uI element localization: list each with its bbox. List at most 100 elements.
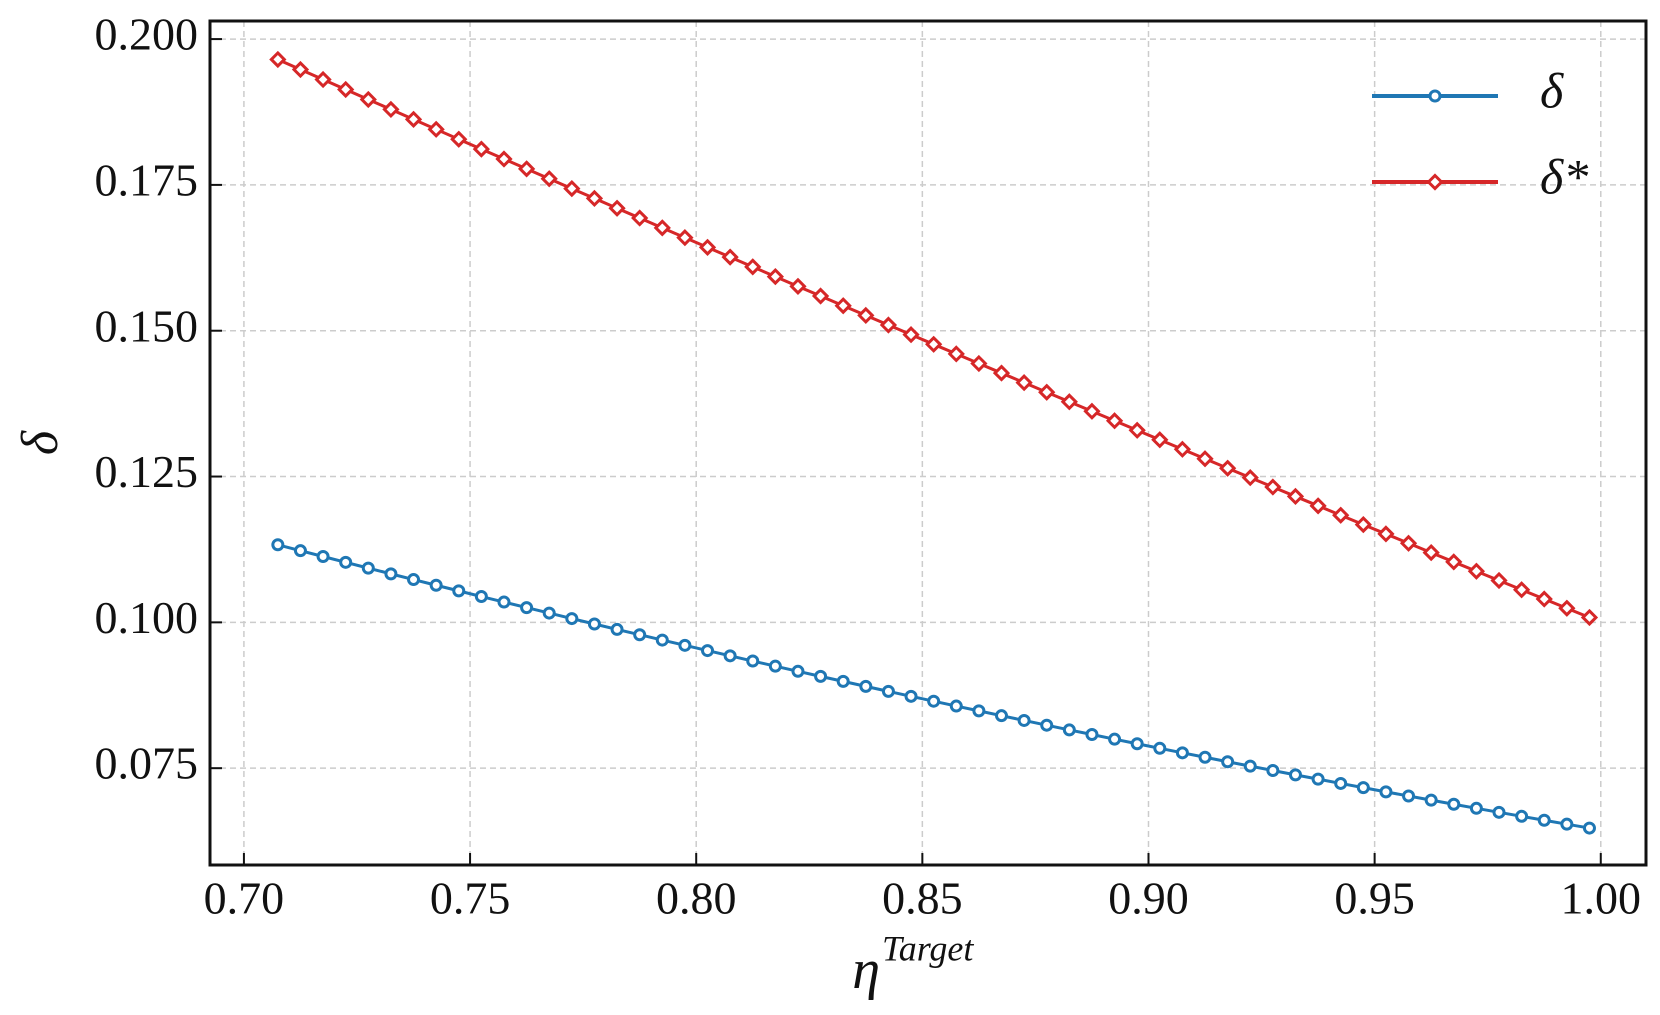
point xyxy=(1243,759,1257,773)
point xyxy=(1356,781,1370,795)
x-axis-label-superscript: Target xyxy=(882,928,974,968)
point xyxy=(904,689,918,703)
point xyxy=(631,209,649,227)
point xyxy=(834,297,852,315)
point xyxy=(404,110,423,128)
point xyxy=(608,199,626,217)
point xyxy=(879,316,898,334)
point xyxy=(1288,768,1302,782)
point xyxy=(1469,801,1483,815)
point xyxy=(1537,813,1551,827)
point xyxy=(1467,562,1486,580)
point xyxy=(701,644,715,658)
point xyxy=(698,238,717,256)
legend-marker xyxy=(1426,173,1444,191)
point xyxy=(1286,487,1305,506)
point xyxy=(1447,797,1461,811)
point xyxy=(1105,412,1124,430)
point xyxy=(1515,809,1529,823)
x-axis-label: η xyxy=(852,939,880,1001)
x-tick-label: 0.85 xyxy=(882,873,963,924)
point xyxy=(947,345,965,363)
y-tick-label: 0.200 xyxy=(95,9,199,60)
x-tick-label: 0.80 xyxy=(656,873,737,924)
point xyxy=(361,561,375,575)
point xyxy=(269,50,287,69)
point xyxy=(857,306,875,325)
point xyxy=(293,544,307,558)
point xyxy=(1198,750,1212,764)
y-tick-label: 0.100 xyxy=(95,592,199,643)
y-tick-label: 0.150 xyxy=(95,300,199,351)
point xyxy=(791,664,805,678)
point xyxy=(1196,450,1214,468)
point xyxy=(1424,793,1438,807)
point xyxy=(472,140,490,158)
point xyxy=(1173,440,1192,458)
point xyxy=(1038,383,1056,401)
point xyxy=(520,601,534,615)
point xyxy=(766,267,784,286)
point xyxy=(474,590,488,604)
point xyxy=(1108,732,1122,746)
point xyxy=(972,704,986,718)
point xyxy=(746,654,760,668)
point xyxy=(610,622,624,636)
point xyxy=(1582,821,1596,835)
point xyxy=(789,277,807,295)
x-tick-label: 0.70 xyxy=(204,873,285,924)
y-tick-label: 0.075 xyxy=(95,738,199,789)
point xyxy=(723,649,737,663)
x-tick-label: 0.75 xyxy=(430,873,511,924)
point xyxy=(1309,497,1327,515)
point xyxy=(427,120,445,138)
point xyxy=(1422,543,1440,562)
point xyxy=(563,179,581,198)
point xyxy=(407,573,421,587)
point xyxy=(382,100,400,119)
point xyxy=(587,617,601,631)
point xyxy=(676,229,694,247)
point xyxy=(1445,553,1463,571)
point xyxy=(1580,608,1599,627)
point xyxy=(811,287,830,305)
point xyxy=(814,669,828,683)
point xyxy=(1085,728,1099,742)
point xyxy=(927,694,941,708)
point xyxy=(1399,534,1418,552)
point xyxy=(1490,571,1508,590)
point xyxy=(970,354,988,373)
point xyxy=(994,709,1008,723)
point xyxy=(384,567,398,581)
x-tick-label: 0.95 xyxy=(1334,873,1415,924)
point xyxy=(1083,402,1101,420)
point xyxy=(565,612,579,626)
point xyxy=(744,258,762,276)
point xyxy=(1241,469,1259,487)
point xyxy=(1558,599,1576,617)
point xyxy=(497,595,511,609)
y-tick-label: 0.125 xyxy=(95,446,199,497)
point xyxy=(902,326,920,344)
point xyxy=(1513,581,1531,599)
point xyxy=(1040,718,1054,732)
point xyxy=(992,364,1011,382)
x-tick-label: 1.00 xyxy=(1561,873,1642,924)
point xyxy=(585,189,604,208)
point xyxy=(1535,590,1553,608)
point xyxy=(314,70,332,89)
point xyxy=(1130,737,1144,751)
point xyxy=(339,555,353,569)
point xyxy=(1153,741,1167,755)
point xyxy=(1402,789,1416,803)
point xyxy=(540,170,558,188)
y-tick-label: 0.175 xyxy=(95,154,199,205)
point xyxy=(359,90,377,109)
point xyxy=(678,638,692,652)
point xyxy=(1219,459,1237,477)
point xyxy=(337,80,355,99)
point xyxy=(429,578,443,592)
point xyxy=(542,606,556,620)
point xyxy=(1266,764,1280,778)
